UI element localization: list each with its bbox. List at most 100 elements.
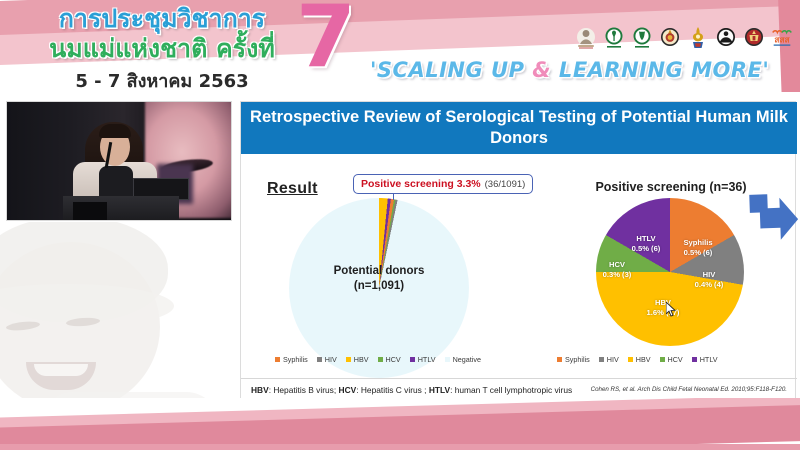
- legend-item-syphilis: Syphilis: [275, 355, 308, 364]
- legend-label-negative: Negative: [452, 355, 481, 364]
- svg-text:สสส: สสส: [774, 35, 790, 45]
- callout-sub-text: (36/1091): [484, 178, 526, 190]
- smiling-child-watermark: [0, 222, 236, 422]
- legend2-label-hbv: HBV: [635, 355, 651, 364]
- conference-slogan: 'SCALING UP & LEARNING MORE': [370, 58, 769, 82]
- result-heading: Result: [267, 180, 318, 197]
- legend-item-hiv: HIV: [316, 355, 337, 364]
- slice-label-htlv-value: 0.5% (6): [631, 243, 661, 253]
- red-crown-logo: [658, 25, 682, 51]
- blue-down-right-arrow: [746, 186, 800, 244]
- legend-swatch-htlv: [409, 357, 415, 362]
- legend-label-hcv: HCV: [385, 355, 401, 364]
- watermark-fade-overlay: [0, 222, 236, 422]
- slice-label-hbv: HBV 1.6% (17): [634, 298, 692, 317]
- green-circle-logo-2: [630, 25, 654, 51]
- legend2-swatch-syphilis: [557, 357, 562, 362]
- legend-item-negative: Negative: [444, 355, 481, 364]
- legend2-item-htlv: HTLV: [691, 355, 718, 364]
- slide-title-band: Retrospective Review of Serological Test…: [241, 102, 797, 154]
- conference-banner: การประชุมวิชาการ นมแม่แห่งชาติ ครั้งที่ …: [0, 0, 800, 92]
- abbreviation-note: HBV: Hepatitis B virus; HCV: Hepatitis C…: [251, 385, 572, 395]
- legend2-swatch-htlv: [691, 357, 697, 362]
- footnote-htlv-key: HTLV: [428, 384, 451, 395]
- legend-item-hcv: HCV: [377, 355, 401, 364]
- slice-label-hcv: HCV 0.3% (3): [594, 260, 640, 279]
- slogan-part-1: 'SCALING UP: [370, 58, 533, 82]
- positive-screening-legend: Syphilis HIV HBV HCV HTLV: [557, 355, 718, 364]
- slice-label-htlv: HTLV 0.5% (6): [622, 234, 670, 253]
- slice-label-hbv-value: 1.6% (17): [646, 307, 680, 317]
- citation-reference: Cohen RS, et al. Arch Dis Child Fetal Ne…: [590, 386, 787, 393]
- legend-label-hbv: HBV: [353, 355, 369, 364]
- slide-footnote: HBV: Hepatitis B virus; HCV: Hepatitis C…: [241, 378, 797, 400]
- sponsor-logo-row: สสส: [574, 25, 794, 51]
- potential-donors-subtitle: (n=1,091): [353, 280, 405, 292]
- legend2-label-hiv: HIV: [606, 355, 619, 364]
- slice-label-hiv-name: HIV: [702, 270, 716, 279]
- footnote-hcv-key: HCV: [338, 384, 357, 395]
- legend2-item-hbv: HBV: [627, 355, 651, 364]
- legend2-swatch-hiv: [598, 357, 604, 362]
- slice-label-hbv-name: HBV: [654, 298, 672, 307]
- legend2-item-hcv: HCV: [659, 355, 683, 364]
- legend-swatch-syphilis: [275, 357, 280, 362]
- presentation-slide: Retrospective Review of Serological Test…: [240, 101, 799, 401]
- footnote-hcv-val: : Hepatitis C virus ;: [356, 384, 429, 395]
- potential-donors-pie-label: Potential donors (n=1,091): [289, 264, 469, 294]
- speaker-fringe: [99, 124, 131, 138]
- legend2-item-hiv: HIV: [598, 355, 619, 364]
- conference-thai-title: การประชุมวิชาการ นมแม่แห่งชาติ ครั้งที่ …: [22, 4, 302, 92]
- potential-donors-title: Potential donors: [333, 265, 425, 277]
- potential-donors-legend: Syphilis HIV HBV HCV HTLV Negative: [275, 355, 481, 364]
- slice-label-hcv-name: HCV: [608, 260, 626, 269]
- slice-label-syphilis: Syphilis 0.5% (6): [674, 238, 722, 257]
- podium-panel: [73, 202, 107, 220]
- positive-screening-pie-title: Positive screening (n=36): [595, 180, 747, 194]
- footer-base-strip: [0, 444, 800, 450]
- legend2-item-syphilis: Syphilis: [557, 355, 590, 364]
- legend-label-syphilis: Syphilis: [283, 355, 308, 364]
- speaker-webcam-feed[interactable]: [6, 101, 232, 221]
- legend2-label-htlv: HTLV: [699, 355, 718, 364]
- legend-swatch-hcv: [377, 357, 383, 362]
- potential-donors-pie[interactable]: Potential donors (n=1,091): [289, 198, 489, 398]
- callout-stem: [393, 193, 395, 200]
- legend-item-htlv: HTLV: [409, 355, 436, 364]
- legend2-label-hcv: HCV: [667, 355, 683, 364]
- slice-label-syphilis-name: Syphilis: [683, 238, 713, 247]
- positive-screening-pie-circle: [596, 198, 744, 346]
- pink-footer-band: [0, 398, 800, 450]
- conference-edition-number: 7: [296, 0, 356, 87]
- slide-title: Retrospective Review of Serological Test…: [250, 108, 788, 147]
- positive-screening-callout: Positive screening 3.3% (36/1091): [353, 174, 534, 194]
- potential-donors-pie-circle: [289, 198, 469, 378]
- conference-date: 5 - 7 สิงหาคม 2563: [75, 71, 249, 92]
- slogan-part-2: LEARNING MORE': [551, 58, 770, 82]
- legend-item-hbv: HBV: [345, 355, 369, 364]
- legend-label-hiv: HIV: [324, 355, 337, 364]
- slogan-ampersand: &: [532, 58, 552, 82]
- mouse-cursor: [665, 300, 677, 317]
- footnote-hbv-key: HBV: [251, 384, 269, 395]
- red-shield-logo: [742, 25, 766, 51]
- positive-screening-pie[interactable]: Syphilis 0.5% (6) HIV 0.4% (4) HBV 1.6% …: [596, 198, 744, 346]
- legend-swatch-hiv: [316, 357, 322, 362]
- royal-emblem-logo: [686, 25, 710, 51]
- slice-label-htlv-name: HTLV: [636, 234, 656, 243]
- black-garuda-logo: [714, 25, 738, 51]
- slice-label-syphilis-value: 0.5% (6): [683, 247, 713, 257]
- footnote-htlv-val: : human T cell lymphotropic virus: [450, 384, 573, 395]
- slice-label-hiv-value: 0.4% (4): [694, 279, 724, 289]
- slice-label-hiv: HIV 0.4% (4): [686, 270, 732, 289]
- legend2-swatch-hbv: [627, 357, 633, 362]
- legend2-swatch-hcv: [659, 357, 665, 362]
- legend-swatch-hbv: [345, 357, 351, 362]
- slice-label-hcv-value: 0.3% (3): [602, 269, 632, 279]
- legend-swatch-negative: [444, 357, 450, 362]
- sss-thaihealth-logo: สสส: [770, 25, 794, 51]
- legend-label-htlv: HTLV: [417, 355, 436, 364]
- legend2-label-syphilis: Syphilis: [565, 355, 590, 364]
- thai-title-line-1: การประชุมวิชาการ: [58, 4, 266, 33]
